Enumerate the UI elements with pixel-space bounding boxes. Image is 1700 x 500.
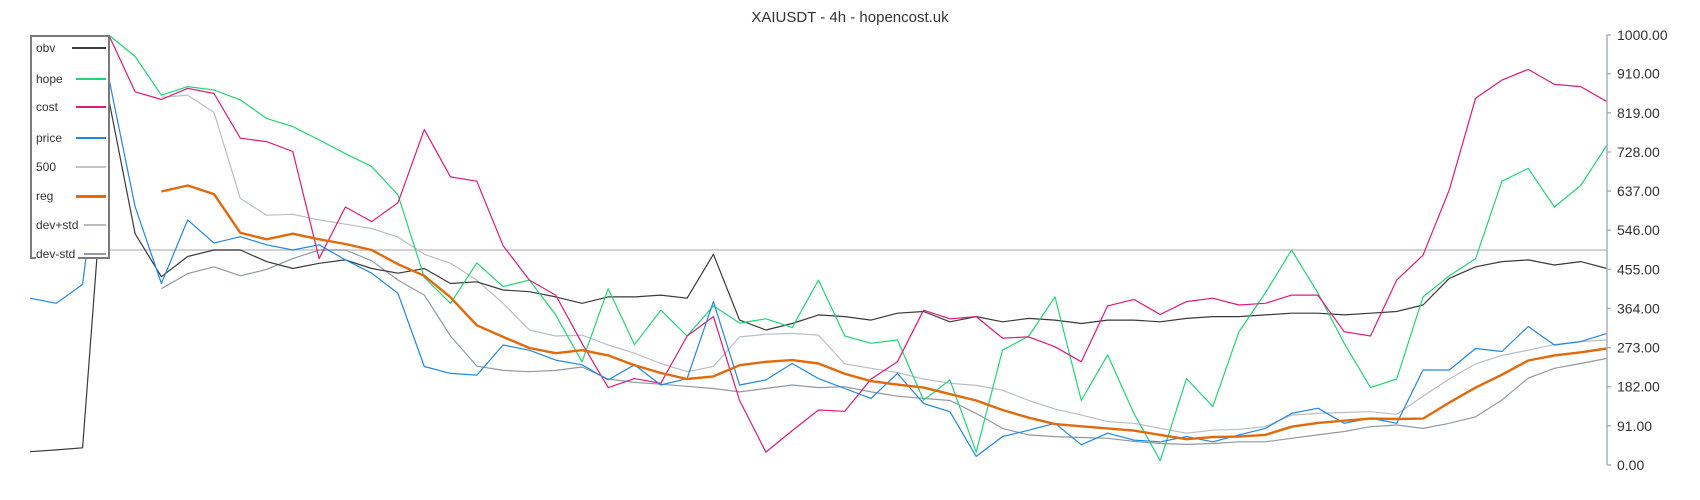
- legend: obv hope cost price 500 reg dev+std dev-std: [30, 35, 110, 262]
- legend-item-devplusstd[interactable]: dev+std: [36, 217, 108, 233]
- legend-swatch: [76, 137, 106, 139]
- y-tick-label: 728.00: [1617, 144, 1660, 160]
- legend-label: dev-std: [36, 246, 79, 262]
- legend-item-devminusstd[interactable]: dev-std: [36, 246, 108, 262]
- legend-label: cost: [36, 99, 62, 115]
- legend-swatch: [76, 166, 106, 168]
- legend-label: price: [36, 130, 66, 146]
- legend-item-hope[interactable]: hope: [36, 71, 108, 87]
- series-line-price: [29, 77, 1608, 457]
- y-tick-label: 910.00: [1617, 66, 1660, 82]
- series-line-reg: [161, 184, 1608, 441]
- legend-swatch: [84, 224, 106, 226]
- legend-item-cost[interactable]: cost: [36, 99, 108, 115]
- y-tick-label: 637.00: [1617, 183, 1660, 199]
- y-tick-label: 819.00: [1617, 105, 1660, 121]
- series-line-obv: [29, 98, 1608, 453]
- y-tick-label: 546.00: [1617, 222, 1660, 238]
- y-tick-label: 364.00: [1617, 300, 1660, 316]
- chart-title: XAIUSDT - 4h - hopencost.uk: [751, 9, 949, 26]
- series-line-cost: [108, 34, 1608, 453]
- legend-swatch: [76, 78, 106, 80]
- legend-item-obv[interactable]: obv: [36, 40, 108, 56]
- legend-item-reg[interactable]: reg: [36, 188, 108, 204]
- legend-item-500[interactable]: 500: [36, 159, 108, 175]
- y-tick-label: 273.00: [1617, 340, 1660, 356]
- series-line-devminusstd: [161, 249, 1608, 445]
- legend-label: hope: [36, 71, 66, 87]
- legend-swatch: [72, 47, 106, 49]
- y-tick-label: 182.00: [1617, 379, 1660, 395]
- y-tick-label: 455.00: [1617, 261, 1660, 277]
- legend-label: reg: [36, 188, 57, 204]
- legend-item-price[interactable]: price: [36, 130, 108, 146]
- legend-swatch: [76, 106, 106, 108]
- legend-label: 500: [36, 159, 60, 175]
- legend-label: dev+std: [36, 217, 82, 233]
- legend-label: obv: [36, 40, 59, 56]
- legend-swatch: [84, 253, 106, 255]
- y-tick-label: 1000.00: [1617, 27, 1668, 43]
- y-tick-label: 0.00: [1617, 457, 1644, 473]
- y-tick-label: 91.00: [1617, 418, 1652, 434]
- legend-swatch: [76, 195, 106, 198]
- series-line-hope: [108, 34, 1608, 462]
